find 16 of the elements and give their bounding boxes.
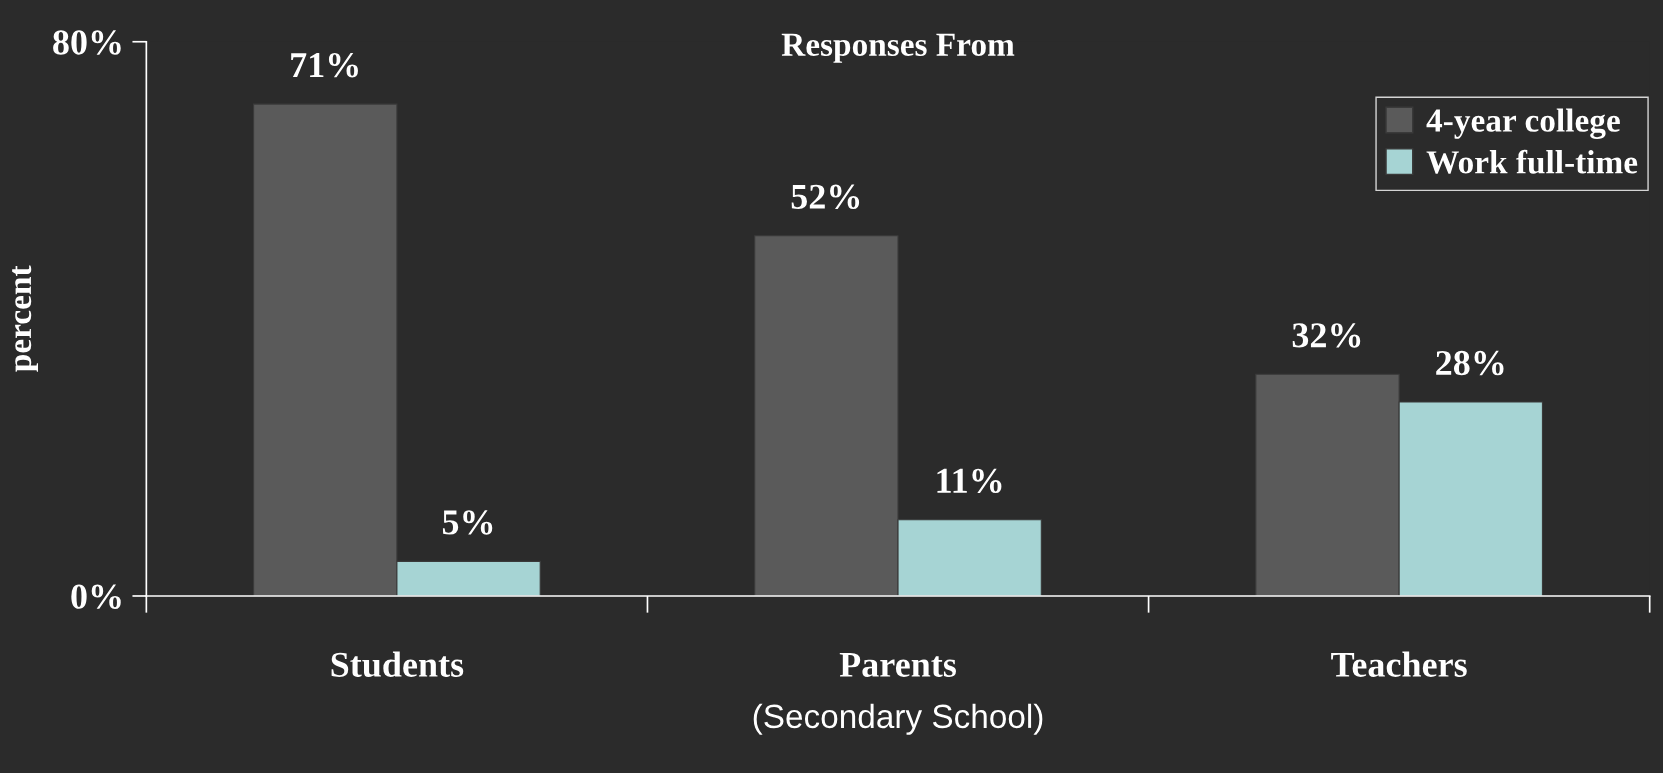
data-label: 11% — [937, 468, 1002, 494]
x-tick-label: Teachers — [1331, 651, 1467, 677]
data-label: 71% — [291, 52, 358, 78]
data-label: 28% — [1436, 350, 1504, 376]
legend-label: Work full-time — [1426, 149, 1638, 174]
data-label: 32% — [1292, 323, 1361, 348]
x-axis-title: (Secondary School) — [753, 703, 1043, 735]
legend-label: 4-year college — [1426, 108, 1620, 139]
y-tick-label: 80% — [53, 30, 121, 55]
x-tick-label: Students — [331, 651, 464, 678]
x-tick-label: Parents — [839, 652, 956, 677]
y-tick-label: 0% — [71, 584, 121, 609]
chart-title: Responses From — [781, 33, 1015, 63]
data-label: 5% — [442, 510, 493, 535]
data-label: 52% — [791, 184, 860, 210]
y-axis-title: percent — [12, 265, 39, 372]
